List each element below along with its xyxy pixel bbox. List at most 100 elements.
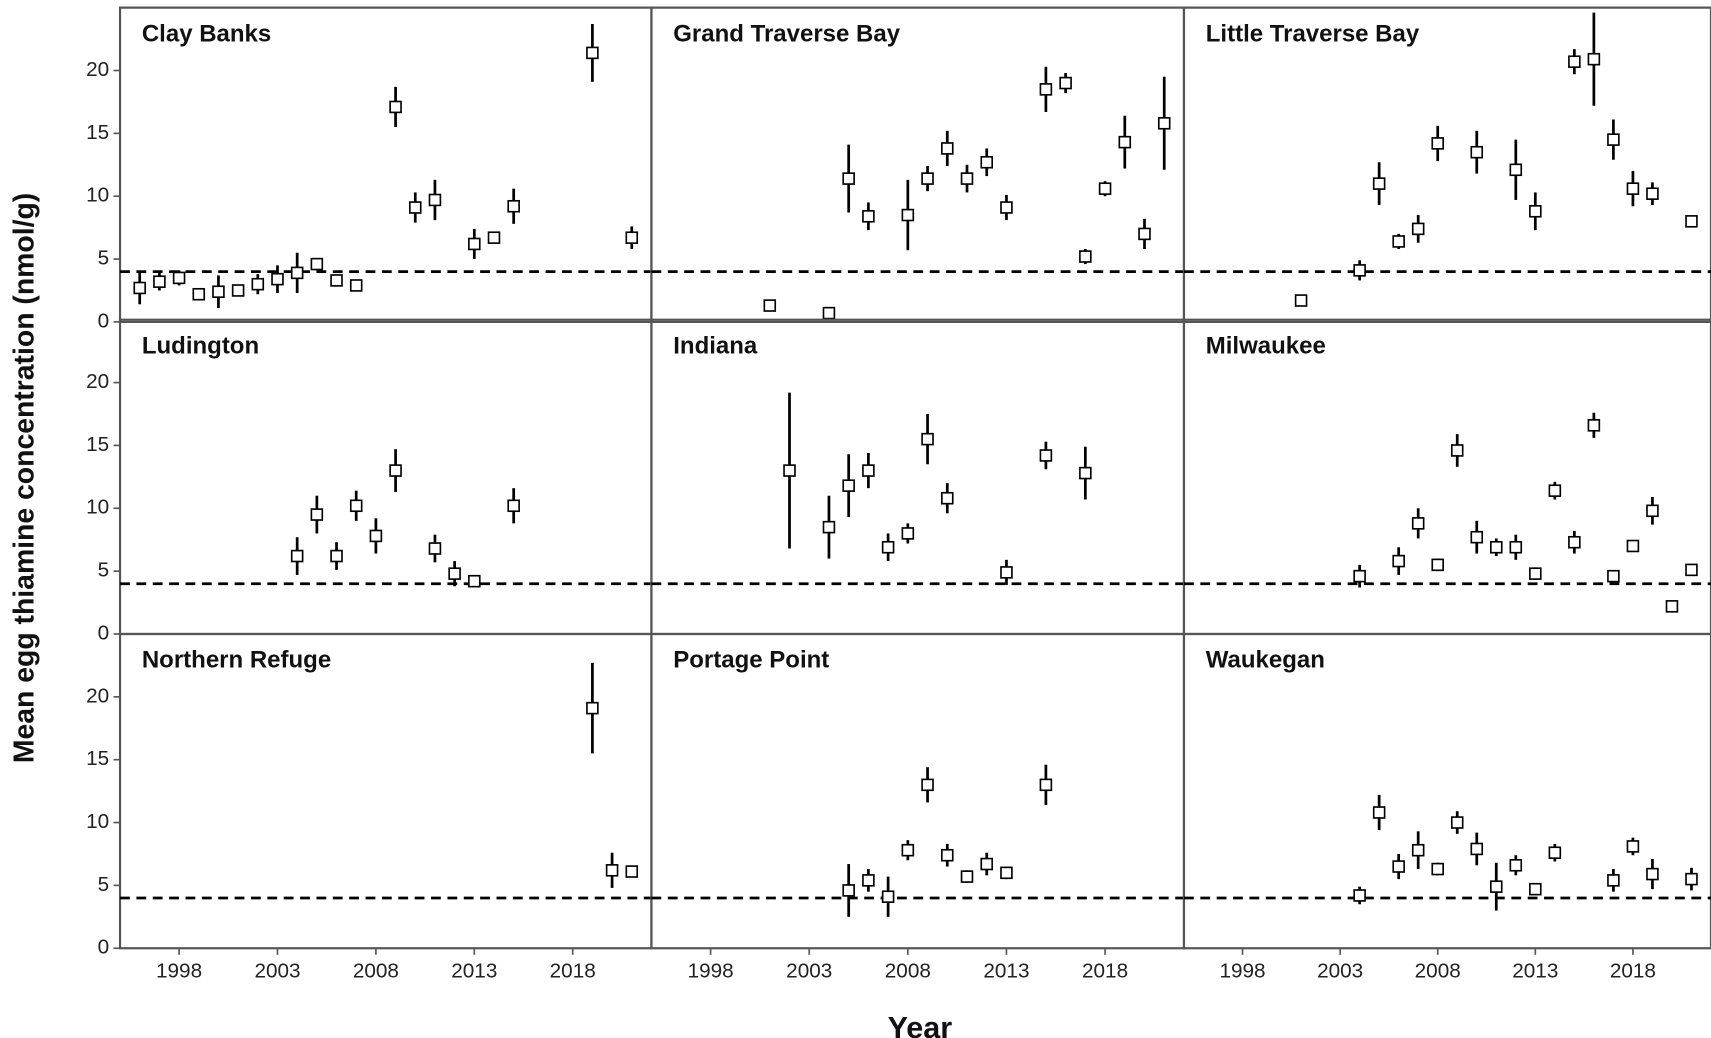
point: [1157, 117, 1171, 130]
point: [1587, 52, 1601, 66]
point: [842, 172, 855, 185]
point: [310, 508, 324, 521]
panel-title: Northern Refuge: [142, 647, 331, 674]
point: [1529, 882, 1542, 896]
point: [1626, 840, 1640, 853]
point: [1294, 294, 1308, 307]
point: [1118, 135, 1132, 149]
point: [1431, 862, 1444, 876]
point: [428, 193, 442, 207]
point: [980, 857, 994, 871]
y-tick-label: 10: [86, 496, 109, 519]
point: [1607, 569, 1620, 583]
point: [1685, 872, 1698, 886]
point: [842, 479, 855, 492]
point: [1372, 177, 1386, 190]
panel-title: Waukegan: [1206, 647, 1325, 674]
point: [901, 527, 915, 540]
point: [1587, 419, 1601, 432]
point: [349, 279, 363, 292]
point: [507, 199, 520, 213]
y-tick-label: 0: [98, 936, 110, 959]
x-axis-label: Year: [888, 1011, 953, 1038]
point: [1529, 205, 1542, 218]
point: [349, 499, 363, 513]
point: [1470, 530, 1484, 544]
point: [921, 778, 934, 792]
point: [1509, 163, 1523, 177]
point: [1000, 201, 1013, 214]
point: [389, 464, 402, 477]
x-tick-label: 1998: [156, 960, 202, 983]
point: [1079, 250, 1092, 263]
point: [330, 274, 343, 287]
point: [468, 574, 481, 588]
point: [330, 549, 343, 563]
y-tick-label: 20: [86, 370, 109, 393]
point: [1353, 264, 1366, 277]
panel-title: Portage Point: [673, 647, 829, 674]
point: [1470, 842, 1484, 856]
point: [133, 281, 146, 295]
point: [1568, 55, 1581, 68]
point: [1450, 444, 1464, 457]
y-tick-label: 20: [86, 684, 109, 707]
point: [389, 100, 402, 114]
point: [487, 231, 501, 244]
point: [1138, 227, 1151, 241]
y-tick-label: 5: [98, 247, 110, 270]
point: [1000, 866, 1013, 880]
x-tick-label: 2013: [983, 960, 1029, 983]
point: [428, 542, 442, 555]
panel-title: Indiana: [673, 332, 758, 359]
point: [625, 865, 639, 878]
point: [1470, 145, 1484, 159]
point: [369, 529, 383, 543]
point: [290, 266, 304, 280]
point: [153, 275, 166, 288]
point: [1646, 187, 1659, 200]
point: [408, 201, 422, 214]
point: [1646, 867, 1659, 881]
point: [1431, 558, 1444, 572]
point: [1039, 449, 1053, 462]
point: [1372, 806, 1386, 819]
point: [881, 540, 895, 554]
y-tick-label: 10: [86, 810, 109, 833]
point: [1568, 535, 1581, 549]
point: [1685, 563, 1698, 577]
point: [822, 520, 836, 534]
y-tick-label: 5: [98, 873, 110, 896]
point: [862, 464, 875, 477]
point: [763, 299, 777, 312]
point: [1490, 540, 1503, 554]
plot-area: Year Mean egg thiamine concentration (nm…: [9, 6, 1711, 1038]
point: [1411, 222, 1425, 236]
x-tick-label: 2018: [1082, 960, 1128, 983]
point: [1411, 517, 1425, 530]
point: [1685, 215, 1698, 228]
x-tick-label: 2008: [1415, 960, 1461, 983]
point: [1392, 860, 1405, 873]
point: [625, 231, 639, 244]
point: [901, 843, 915, 857]
point: [1548, 484, 1562, 497]
point: [1509, 859, 1523, 872]
y-tick-label: 20: [86, 58, 109, 81]
point: [862, 874, 875, 887]
panel-title: Clay Banks: [142, 20, 271, 47]
point: [192, 287, 206, 301]
point: [605, 864, 619, 877]
point: [783, 464, 796, 477]
y-tick-label: 0: [98, 621, 110, 644]
x-tick-label: 2008: [885, 960, 931, 983]
point: [822, 306, 836, 320]
y-axis-label: Mean egg thiamine concentration (nmol/g): [9, 193, 41, 763]
y-tick-label: 15: [86, 747, 109, 770]
point: [941, 142, 954, 155]
point: [901, 208, 915, 222]
x-tick-label: 2018: [1610, 960, 1656, 983]
point: [448, 567, 461, 580]
point: [468, 237, 481, 251]
